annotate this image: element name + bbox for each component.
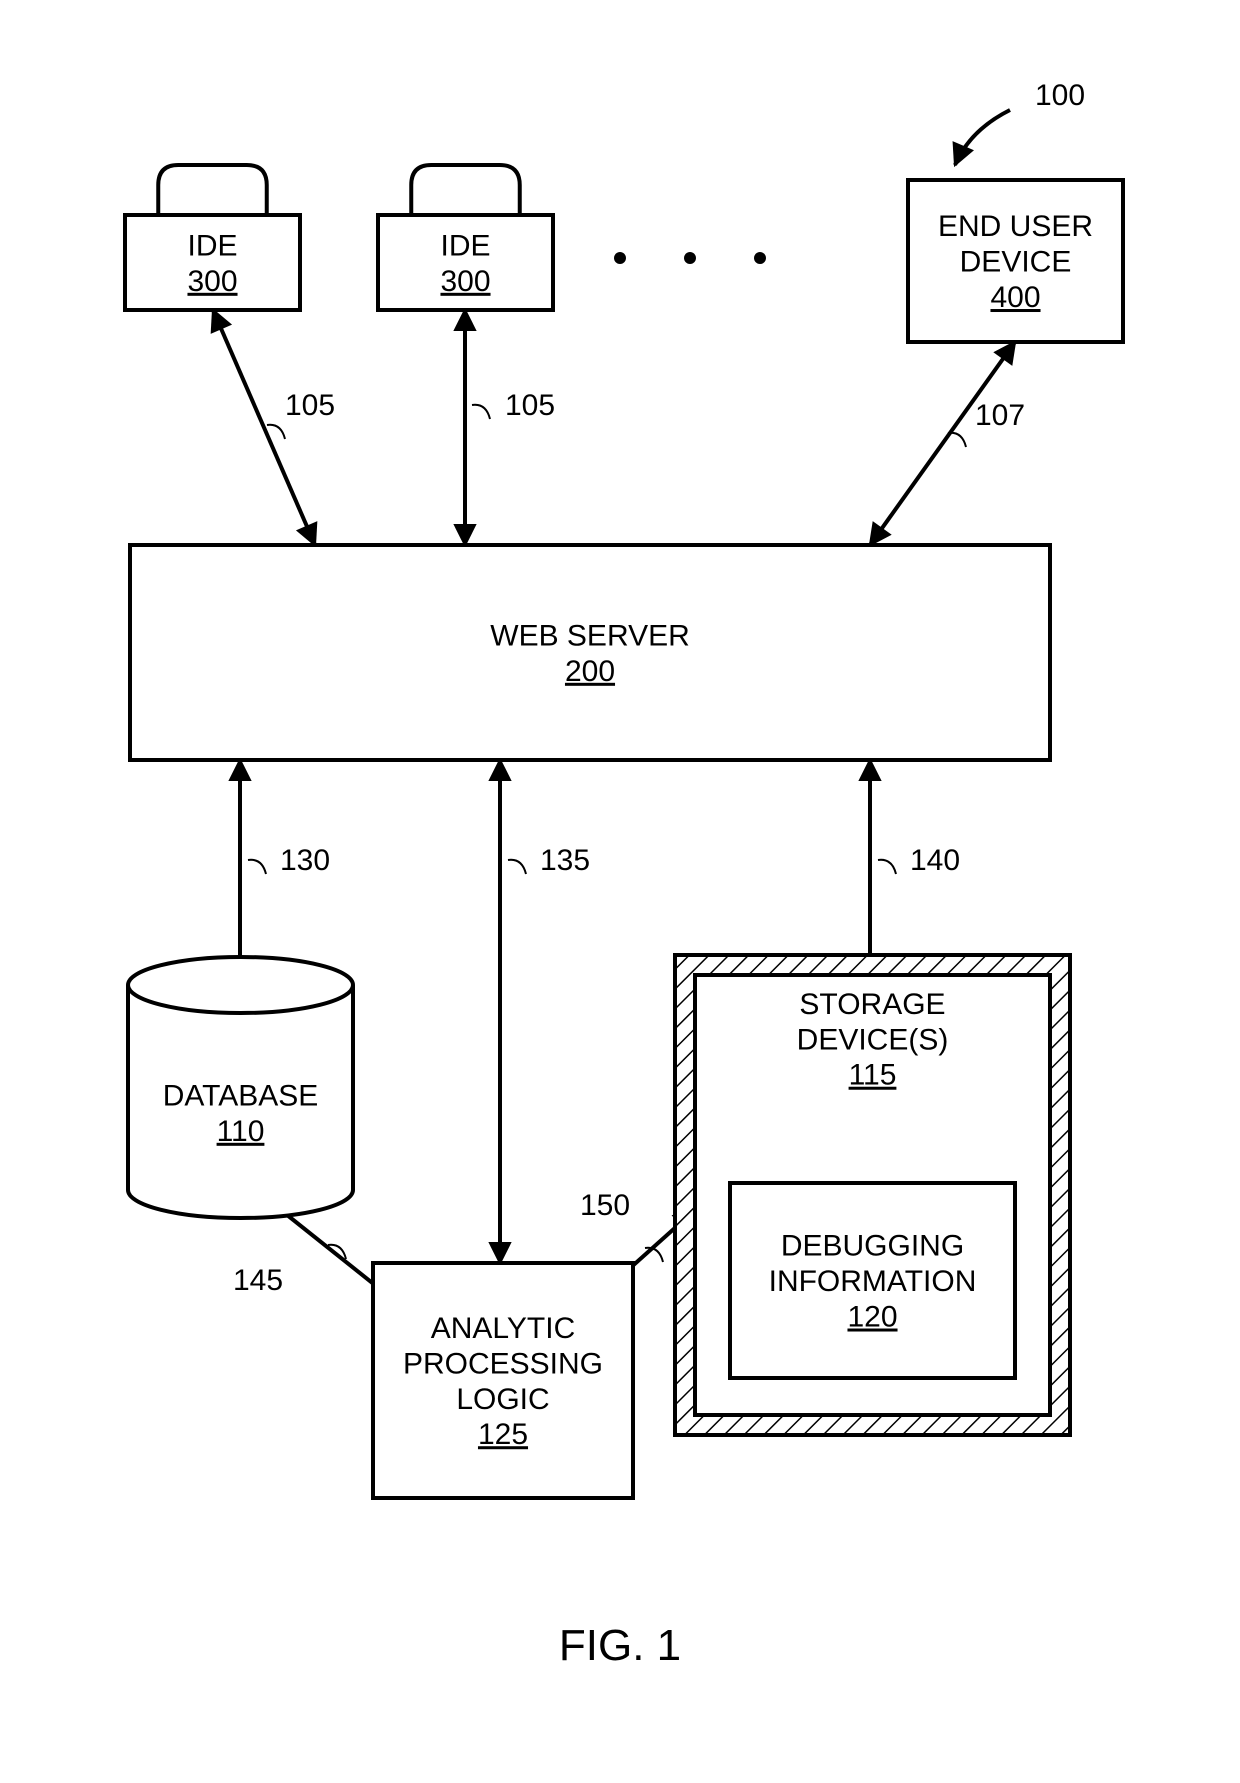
edge-ref: 140 xyxy=(910,844,960,877)
node-ref: 110 xyxy=(217,1115,265,1148)
edge-ref: 150 xyxy=(580,1189,630,1222)
edge-ref: 105 xyxy=(505,389,555,422)
edge-ref: 135 xyxy=(540,844,590,877)
ellipsis-dot xyxy=(684,252,696,264)
node-label: IDE xyxy=(187,229,237,262)
node-ref: 200 xyxy=(565,655,615,688)
edge-tick xyxy=(472,405,490,419)
node-label: DATABASE xyxy=(163,1079,319,1112)
system-diagram: 105105107130135140145150IDE300IDE300END … xyxy=(0,0,1240,1783)
node-label: DEVICE xyxy=(960,246,1072,279)
edge-connector xyxy=(213,310,315,545)
node-ref: 120 xyxy=(847,1301,897,1334)
ellipsis-dot xyxy=(754,252,766,264)
node-label: END USER xyxy=(938,210,1093,243)
edge-tick xyxy=(878,860,896,874)
node-label: DEBUGGING xyxy=(781,1230,964,1263)
node-label: ANALYTIC xyxy=(431,1312,575,1345)
node-label: LOGIC xyxy=(456,1383,549,1416)
ellipsis-dot xyxy=(614,252,626,264)
node-ref: 300 xyxy=(440,265,490,298)
node-label: PROCESSING xyxy=(403,1347,603,1380)
figure-ref-arrow xyxy=(955,110,1010,165)
node-label: STORAGE xyxy=(799,988,945,1021)
node-ref: 400 xyxy=(990,281,1040,314)
node-ref: 300 xyxy=(187,265,237,298)
node-label: INFORMATION xyxy=(769,1265,977,1298)
edge-tick xyxy=(248,860,266,874)
node-label: IDE xyxy=(440,229,490,262)
node-ref: 115 xyxy=(849,1059,897,1092)
edge-ref: 145 xyxy=(233,1264,283,1297)
figure-caption: FIG. 1 xyxy=(559,1621,681,1670)
edge-ref: 107 xyxy=(975,399,1025,432)
edge-ref: 130 xyxy=(280,844,330,877)
edge-tick xyxy=(508,860,526,874)
node-label: DEVICE(S) xyxy=(797,1023,949,1056)
figure-ref: 100 xyxy=(1035,79,1085,112)
node-label: WEB SERVER xyxy=(490,619,690,652)
node-ref: 125 xyxy=(478,1418,528,1451)
edge-connector xyxy=(870,342,1015,545)
edge-ref: 105 xyxy=(285,389,335,422)
